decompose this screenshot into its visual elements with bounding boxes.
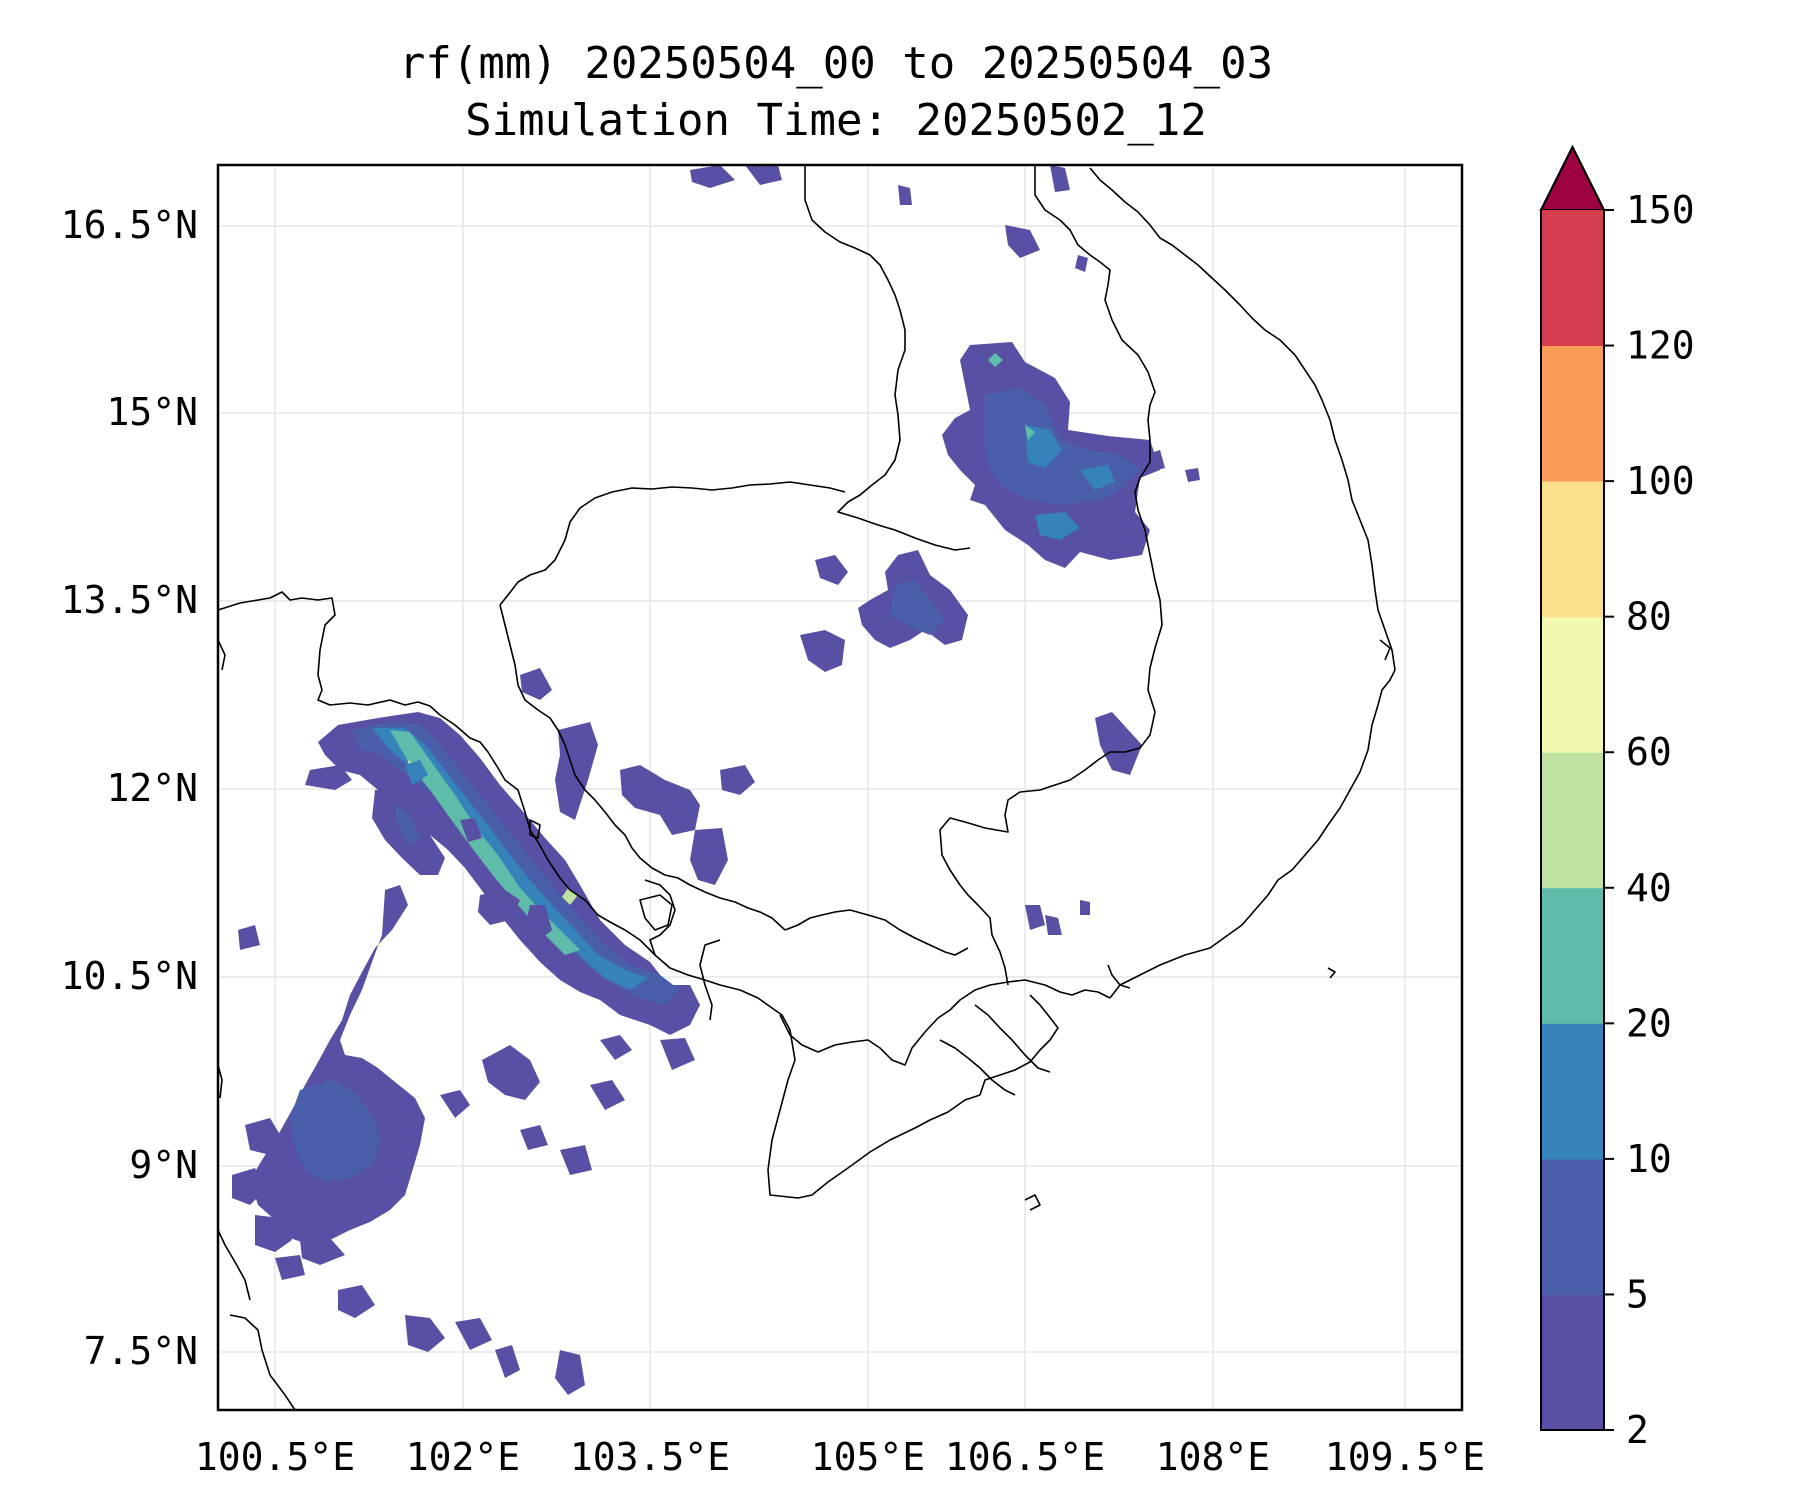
colorbar-tick-label: 2 [1626,1408,1649,1452]
colorbar-segment [1541,345,1604,482]
title-line-1: rf(mm) 20250504_00 to 20250504_03 [399,38,1273,89]
map-frame [216,163,1464,1412]
colorbar-tick-label: 5 [1626,1272,1649,1316]
y-tick-label: 7.5°N [84,1329,198,1373]
x-tick-label: 105°E [811,1435,925,1479]
x-tick-label: 100.5°E [195,1435,355,1479]
colorbar-segment [1541,210,1604,347]
colorbar-tick-label: 120 [1626,324,1695,368]
colorbar-segment [1541,752,1604,889]
rainfall-field [232,165,1200,1395]
colorbar-segment [1541,887,1604,1024]
colorbar-tick-label: 10 [1626,1137,1672,1181]
title-line-2: Simulation Time: 20250502_12 [465,95,1207,146]
colorbar-segment [1541,616,1604,753]
x-axis-ticks: 100.5°E 102°E 103.5°E 105°E 106.5°E 108°… [195,1435,1485,1479]
colorbar-segment [1541,1158,1604,1295]
colorbar-tick-label: 40 [1626,866,1672,910]
colorbar-segment [1541,481,1604,618]
y-tick-label: 16.5°N [61,203,198,247]
y-tick-label: 13.5°N [61,578,198,622]
colorbar-tick-label: 60 [1626,730,1672,774]
x-tick-label: 109.5°E [1325,1435,1485,1479]
x-tick-label: 102°E [406,1435,520,1479]
x-tick-label: 106.5°E [945,1435,1105,1479]
colorbar-tick-label: 80 [1626,595,1672,639]
colorbar: 150 120 100 80 60 40 20 10 5 2 [1539,144,1695,1452]
y-tick-label: 12°N [106,766,198,810]
coastlines-borders [217,165,1396,1411]
y-tick-label: 15°N [106,390,198,434]
y-tick-label: 10.5°N [61,954,198,998]
colorbar-segment [1541,1023,1604,1160]
y-tick-label: 9°N [129,1143,198,1187]
colorbar-frame [1540,144,1605,1431]
x-tick-label: 103.5°E [570,1435,730,1479]
colorbar-tick-label: 100 [1626,459,1695,503]
colorbar-segment [1541,1294,1604,1431]
colorbar-tick-label: 20 [1626,1001,1672,1045]
colorbar-tick-label: 150 [1626,188,1695,232]
y-axis-ticks: 16.5°N 15°N 13.5°N 12°N 10.5°N 9°N 7.5°N [61,203,198,1373]
x-tick-label: 108°E [1156,1435,1270,1479]
map-panel [216,163,1464,1412]
colorbar-extend-arrow [1539,144,1606,211]
